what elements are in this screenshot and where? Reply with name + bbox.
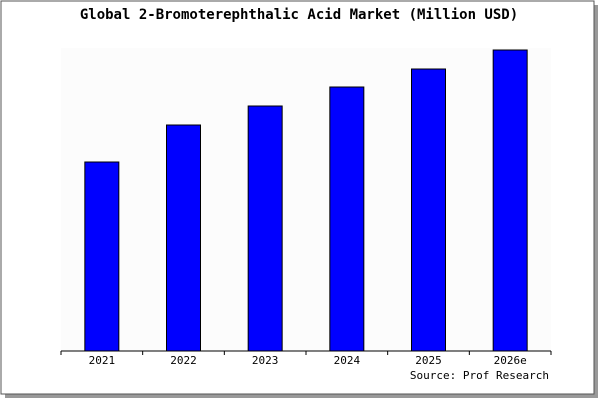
chart-title: Global 2-Bromoterephthalic Acid Market (… — [80, 7, 518, 23]
x-tick-label: 2021 — [89, 354, 116, 367]
x-tick-label: 2023 — [252, 354, 279, 367]
bar — [166, 124, 201, 352]
bar — [329, 86, 365, 352]
x-tick-label: 2022 — [170, 354, 197, 367]
x-tick-label: 2024 — [334, 354, 361, 367]
plot-area — [61, 48, 551, 351]
x-tick-label: 2025 — [415, 354, 442, 367]
bar — [492, 49, 528, 352]
x-tick-label: 2026e — [494, 354, 527, 367]
source: Source: Prof Research — [410, 369, 549, 382]
bar — [84, 161, 120, 352]
bar — [411, 68, 446, 352]
bar — [247, 105, 283, 352]
